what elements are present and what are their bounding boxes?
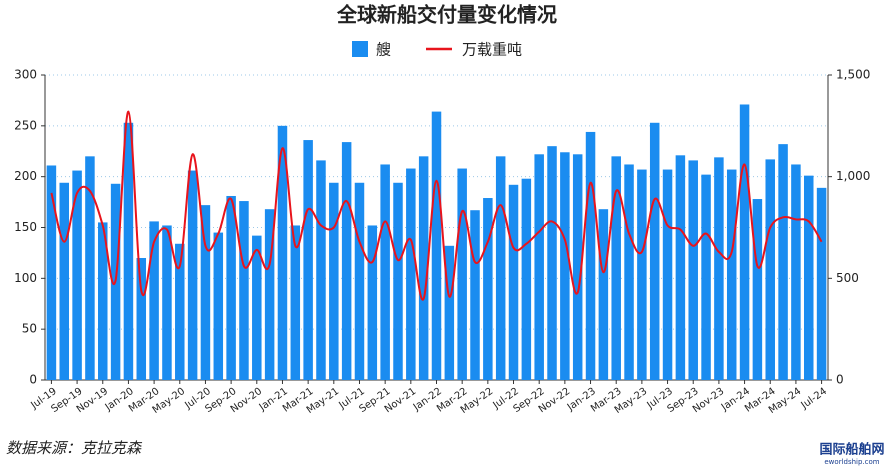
bar	[688, 160, 698, 380]
y-tick-label: 50	[22, 322, 37, 336]
y-tick-label: 100	[14, 271, 37, 285]
bar	[85, 156, 95, 380]
y2-tick-label: 1,500	[836, 68, 870, 82]
bar	[264, 209, 275, 380]
bar	[778, 144, 788, 380]
y2-tick-label: 500	[836, 271, 859, 285]
bar	[290, 225, 301, 380]
bar	[341, 142, 352, 380]
bar	[200, 205, 211, 380]
bar	[803, 175, 814, 380]
y-tick-label: 150	[14, 220, 37, 234]
bar	[277, 125, 288, 380]
bar	[534, 154, 544, 380]
bar	[444, 245, 455, 380]
bar	[213, 232, 224, 380]
bar	[714, 157, 724, 380]
bar	[329, 182, 339, 380]
bar	[316, 160, 326, 380]
bar	[380, 164, 390, 380]
source: 数据来源：克拉克森	[6, 439, 143, 457]
y2-tick-label: 0	[836, 373, 844, 387]
bar	[226, 195, 236, 380]
bar	[123, 122, 134, 381]
bar	[431, 111, 442, 380]
bar	[726, 169, 737, 380]
y-tick-label: 300	[14, 68, 37, 82]
chart-title: 全球新船交付量变化情况	[336, 3, 557, 27]
line	[50, 110, 823, 301]
bar	[624, 164, 634, 380]
bar	[470, 210, 480, 380]
bar	[367, 225, 378, 380]
bar	[752, 199, 763, 380]
legend-label: 艘	[376, 41, 391, 59]
bar	[611, 156, 621, 380]
bar	[701, 174, 711, 380]
watermark: 国际船舶网	[819, 442, 884, 458]
bar	[675, 155, 686, 380]
legend-label: 万载重吨	[462, 41, 522, 59]
bar	[175, 243, 185, 380]
bar	[560, 152, 570, 380]
y-tick-label: 250	[14, 118, 37, 132]
y2-tick-label: 1,000	[836, 169, 870, 183]
bar	[572, 154, 583, 380]
bar	[662, 169, 673, 380]
bar	[418, 156, 429, 380]
bar	[252, 235, 262, 380]
bar	[547, 146, 557, 380]
bar	[406, 168, 416, 380]
bar	[637, 169, 647, 380]
bar	[59, 182, 70, 380]
y-tick-label: 0	[29, 373, 37, 387]
bar	[598, 209, 609, 380]
bar	[354, 182, 365, 380]
bar	[393, 182, 403, 380]
bar	[495, 156, 506, 380]
bar	[303, 140, 313, 380]
bar	[98, 222, 108, 380]
bar	[521, 178, 532, 380]
bar	[457, 168, 467, 380]
bar	[649, 122, 660, 381]
bar	[508, 184, 519, 380]
bar	[46, 165, 57, 380]
legend-swatch	[352, 41, 368, 57]
bar	[136, 258, 147, 380]
bar	[239, 201, 249, 380]
bar	[816, 187, 827, 380]
bar	[149, 221, 159, 380]
bar	[187, 170, 198, 380]
bar	[483, 198, 493, 380]
bar	[72, 170, 82, 380]
bar	[739, 104, 750, 380]
bar	[791, 164, 801, 380]
bar	[765, 159, 775, 380]
watermark-url: eworldship.com	[824, 458, 879, 466]
bar	[162, 225, 172, 380]
bar	[585, 131, 596, 380]
y-tick-label: 200	[14, 169, 37, 183]
x-tick-label: Jul-24	[799, 386, 829, 412]
